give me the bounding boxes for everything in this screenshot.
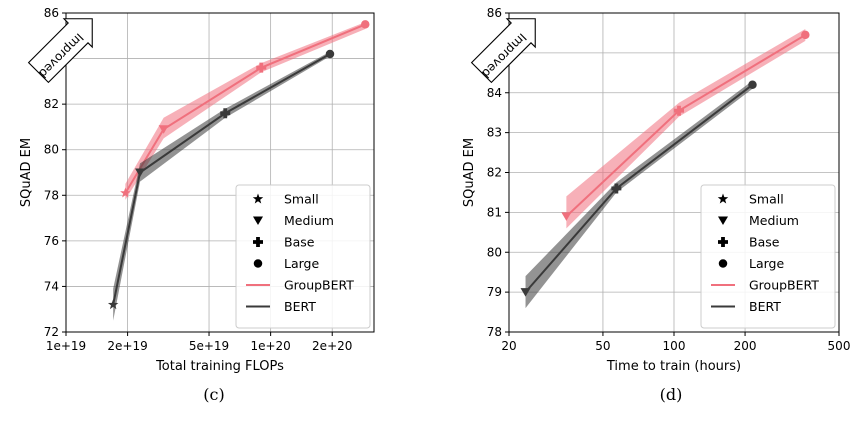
panel-caption: (d) bbox=[660, 385, 683, 404]
improved-arrow-outline bbox=[470, 18, 536, 84]
legend-marker-medium bbox=[253, 216, 263, 225]
x-tick-label: 50 bbox=[595, 339, 610, 353]
legend-label-base: Base bbox=[749, 235, 780, 250]
legend-marker-small bbox=[252, 193, 264, 204]
legend-marker-base bbox=[253, 237, 263, 247]
legend-label-bert: BERT bbox=[749, 299, 781, 314]
data-point-large bbox=[325, 49, 335, 59]
series-line bbox=[124, 23, 366, 194]
x-tick-label: 5e+19 bbox=[189, 339, 229, 353]
legend-marker-large bbox=[718, 259, 728, 268]
plot-frame bbox=[65, 12, 375, 333]
improved-arrow: Improved bbox=[27, 18, 93, 84]
y-tick-label: 80 bbox=[44, 143, 59, 157]
data-point-large bbox=[361, 20, 370, 29]
x-tick-label: 100 bbox=[663, 339, 686, 353]
panel-caption: (c) bbox=[203, 385, 224, 404]
improved-arrow-outline bbox=[27, 18, 93, 84]
data-point-small bbox=[120, 187, 131, 198]
data-point-medium bbox=[520, 288, 531, 297]
data-point-base bbox=[674, 105, 685, 116]
y-tick-label: 78 bbox=[44, 188, 59, 202]
x-axis-label: Time to train (hours) bbox=[606, 359, 741, 374]
legend-label-medium: Medium bbox=[749, 213, 799, 228]
data-point-base bbox=[611, 183, 622, 194]
confidence-band bbox=[525, 80, 753, 309]
data-point-large bbox=[801, 30, 810, 40]
y-tick-label: 81 bbox=[487, 205, 502, 219]
legend-label-bert: BERT bbox=[284, 299, 316, 314]
y-tick-label: 72 bbox=[44, 325, 59, 339]
y-tick-label: 84 bbox=[487, 86, 502, 100]
legend-box bbox=[235, 184, 371, 329]
data-point-base bbox=[256, 62, 267, 73]
legend-marker-base bbox=[718, 237, 728, 247]
series-groupbert bbox=[561, 28, 810, 229]
series-bert bbox=[520, 80, 757, 309]
data-point-medium bbox=[561, 212, 572, 221]
legend-label-large: Large bbox=[284, 256, 319, 271]
data-point-large bbox=[748, 80, 757, 90]
legend-label-small: Small bbox=[749, 192, 784, 207]
data-point-small bbox=[107, 299, 119, 310]
confidence-band bbox=[125, 22, 366, 200]
y-tick-label: 79 bbox=[487, 285, 502, 299]
series-line bbox=[112, 53, 331, 305]
panel-d: 2050100200500787980818283848586Time to t… bbox=[462, 6, 851, 404]
legend-label-groupbert: GroupBERT bbox=[749, 278, 819, 293]
y-tick-label: 86 bbox=[44, 6, 59, 20]
y-tick-label: 86 bbox=[487, 6, 502, 20]
legend: Small Medium Base Large GroupBERT BERT bbox=[235, 184, 371, 329]
legend-label-small: Small bbox=[284, 192, 319, 207]
legend-marker-large bbox=[253, 259, 263, 268]
y-axis-label: SQuAD EM bbox=[462, 138, 477, 207]
x-tick-label: 1e+20 bbox=[250, 339, 290, 353]
y-tick-label: 78 bbox=[487, 325, 502, 339]
x-tick-label: 20 bbox=[501, 339, 516, 353]
y-tick-label: 83 bbox=[487, 126, 502, 140]
legend-marker-medium bbox=[718, 216, 728, 225]
panel-c: 1e+192e+195e+191e+202e+20727476788082848… bbox=[19, 6, 375, 404]
y-tick-label: 80 bbox=[487, 245, 502, 259]
x-tick-label: 1e+19 bbox=[46, 339, 86, 353]
data-point-medium bbox=[158, 125, 169, 134]
x-tick-label: 2e+20 bbox=[312, 339, 352, 353]
legend-label-medium: Medium bbox=[284, 213, 334, 228]
x-tick-label: 500 bbox=[828, 339, 851, 353]
y-tick-label: 74 bbox=[44, 279, 59, 293]
legend-label-base: Base bbox=[284, 235, 315, 250]
legend-label-groupbert: GroupBERT bbox=[284, 278, 354, 293]
legend: Small Medium Base Large GroupBERT BERT bbox=[700, 184, 836, 329]
legend-marker-small bbox=[717, 193, 729, 204]
series-bert bbox=[107, 49, 335, 321]
y-axis-label: SQuAD EM bbox=[19, 138, 34, 207]
data-point-base bbox=[220, 108, 231, 119]
x-axis-label: Total training FLOPs bbox=[155, 359, 284, 374]
y-tick-label: 82 bbox=[487, 166, 502, 180]
x-tick-label: 2e+19 bbox=[107, 339, 147, 353]
data-point-medium bbox=[135, 168, 146, 177]
improved-arrow: Improved bbox=[470, 18, 536, 84]
x-tick-label: 200 bbox=[734, 339, 757, 353]
y-tick-label: 82 bbox=[44, 97, 59, 111]
legend-box bbox=[700, 184, 836, 329]
legend-label-large: Large bbox=[749, 256, 784, 271]
y-tick-label: 76 bbox=[44, 234, 59, 248]
